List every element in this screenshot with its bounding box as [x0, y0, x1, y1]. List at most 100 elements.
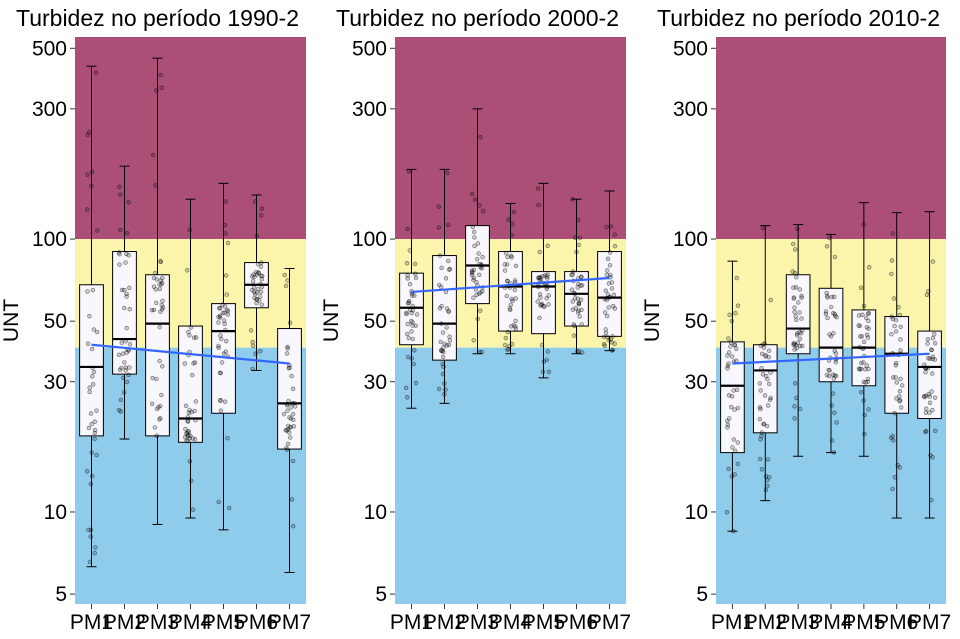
xtick-label-PM3: PM3 [456, 611, 499, 634]
box-PM7 [277, 268, 302, 574]
xtick-label-PM4: PM4 [489, 611, 533, 634]
ytick-label: 30 [685, 371, 708, 394]
box-iqr [785, 274, 811, 355]
points [569, 197, 585, 355]
box-PM2 [112, 165, 137, 440]
ytick-label: 50 [685, 310, 708, 333]
xtick-label-PM1: PM1 [711, 611, 754, 634]
trend-line [411, 276, 610, 294]
xtick-label-PM5: PM5 [522, 611, 565, 634]
ytick-label: 100 [32, 228, 67, 251]
ytick-label: 300 [32, 98, 67, 121]
ytick-label: 50 [364, 310, 387, 333]
xtick-label-PM6: PM6 [875, 611, 918, 634]
xtick-label-PM3: PM3 [136, 611, 179, 634]
ytick-label: 300 [673, 98, 708, 121]
points [403, 169, 420, 400]
xtick-label-PM6: PM6 [235, 611, 278, 634]
points [823, 235, 839, 455]
points [216, 199, 232, 511]
trend-line [91, 343, 290, 365]
ytick-label: 100 [352, 228, 387, 251]
xtick-label-PM4: PM4 [169, 611, 213, 634]
xtick-label-PM1: PM1 [390, 611, 433, 634]
box-PM2 [432, 168, 457, 404]
ytick-label: 30 [364, 371, 387, 394]
points [149, 72, 166, 438]
ytick-label: 50 [44, 310, 67, 333]
box-iqr [145, 274, 170, 437]
xtick-label-PM7: PM7 [268, 611, 311, 634]
box-PM3 [785, 224, 811, 457]
box-iqr [277, 328, 302, 450]
points [921, 259, 938, 503]
box-iqr [178, 325, 203, 443]
box-PM2 [752, 225, 778, 502]
box-PM1 [720, 260, 745, 534]
box-PM5 [851, 202, 877, 457]
xtick-label-PM2: PM2 [423, 611, 466, 634]
xtick-label-PM3: PM3 [777, 611, 820, 634]
xtick-label-PM5: PM5 [202, 611, 245, 634]
xtick-label-PM5: PM5 [842, 611, 885, 634]
ytick-label: 10 [44, 501, 67, 524]
ytick-label: 5 [375, 583, 387, 606]
y-axis-label: UNT [320, 299, 343, 342]
box-PM5 [211, 182, 236, 531]
points [757, 225, 773, 493]
plot-area [399, 108, 622, 409]
xtick-label-PM6: PM6 [555, 611, 598, 634]
y-axis-label: UNT [0, 299, 23, 342]
box-PM5 [531, 182, 556, 379]
ytick-label: 300 [352, 98, 387, 121]
box-PM3 [465, 108, 490, 355]
ytick-label: 10 [364, 501, 387, 524]
band-1 [716, 37, 946, 240]
ytick-label: 100 [673, 228, 708, 251]
band-3 [395, 347, 626, 604]
points [856, 222, 872, 437]
box-PM6 [884, 212, 910, 519]
box-iqr [112, 251, 137, 375]
points [888, 231, 905, 492]
ytick-label: 5 [696, 583, 708, 606]
chart-title: Turbidez no período 2010-2 [657, 5, 940, 31]
box-PM6 [244, 194, 269, 372]
points [84, 70, 100, 565]
box-PM7 [917, 211, 942, 519]
y-axis-label: UNT [641, 299, 664, 342]
box-iqr [79, 284, 104, 437]
xtick-label-PM1: PM1 [70, 611, 113, 634]
box-PM1 [79, 65, 104, 568]
box-iqr [498, 251, 523, 332]
ytick-label: 500 [352, 37, 387, 60]
box-PM3 [145, 57, 170, 525]
ytick-label: 10 [685, 501, 708, 524]
plot-area [720, 202, 942, 534]
plot-area [79, 57, 302, 574]
chart-title: Turbidez no período 1990-2 [16, 5, 299, 31]
chart-title: Turbidez no período 2000-2 [336, 5, 619, 31]
xtick-label-PM2: PM2 [103, 611, 146, 634]
trend-line [732, 352, 930, 365]
xtick-label-PM4: PM4 [809, 611, 853, 634]
ytick-label: 500 [673, 37, 708, 60]
xtick-label-PM7: PM7 [588, 611, 631, 634]
points [281, 272, 298, 529]
xtick-label-PM2: PM2 [744, 611, 787, 634]
xtick-label-PM7: PM7 [908, 611, 951, 634]
points [116, 184, 133, 414]
box-iqr [432, 255, 457, 361]
ytick-label: 5 [55, 583, 67, 606]
box-PM7 [597, 190, 622, 353]
points [248, 199, 265, 372]
points [469, 135, 486, 355]
ytick-label: 30 [44, 371, 67, 394]
points [601, 224, 618, 353]
points [182, 227, 199, 512]
box-PM6 [564, 197, 589, 355]
